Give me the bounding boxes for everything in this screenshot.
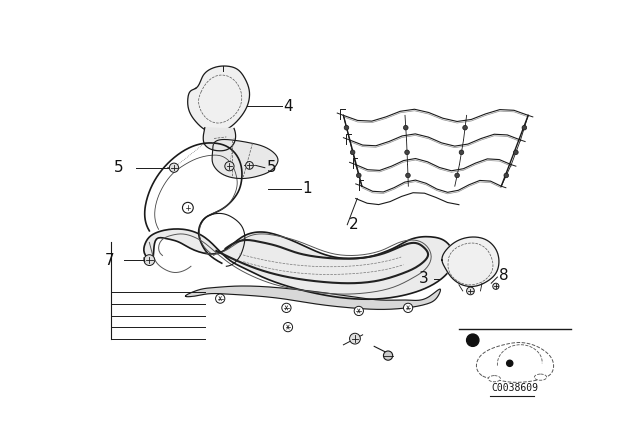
Ellipse shape	[534, 374, 547, 380]
Circle shape	[216, 294, 225, 303]
Circle shape	[284, 323, 292, 332]
Circle shape	[467, 334, 479, 346]
Circle shape	[504, 173, 509, 178]
Circle shape	[459, 150, 464, 155]
Text: 4: 4	[284, 99, 293, 114]
Circle shape	[356, 173, 361, 178]
Circle shape	[513, 150, 518, 155]
Circle shape	[406, 173, 410, 178]
Polygon shape	[186, 286, 440, 310]
Circle shape	[144, 255, 155, 266]
Polygon shape	[442, 237, 499, 286]
Circle shape	[354, 306, 364, 315]
Polygon shape	[476, 343, 554, 382]
Circle shape	[467, 287, 474, 295]
Text: 5: 5	[266, 160, 276, 175]
Circle shape	[350, 150, 355, 155]
Text: 7: 7	[104, 253, 114, 267]
Circle shape	[282, 303, 291, 313]
Circle shape	[170, 163, 179, 172]
Circle shape	[403, 125, 408, 130]
Text: C0038609: C0038609	[492, 383, 538, 393]
Ellipse shape	[488, 375, 500, 382]
Text: 8: 8	[499, 268, 509, 283]
Circle shape	[493, 283, 499, 289]
Text: 5: 5	[115, 160, 124, 175]
Circle shape	[182, 202, 193, 213]
Circle shape	[403, 303, 413, 313]
Circle shape	[225, 162, 234, 171]
Circle shape	[522, 125, 527, 130]
Text: 3: 3	[419, 271, 428, 286]
Circle shape	[455, 173, 460, 178]
Polygon shape	[188, 66, 250, 133]
Circle shape	[404, 150, 410, 155]
Circle shape	[463, 125, 467, 130]
Circle shape	[349, 333, 360, 344]
Text: 1: 1	[303, 181, 312, 196]
Polygon shape	[212, 139, 278, 179]
Circle shape	[507, 360, 513, 366]
Text: 2: 2	[349, 217, 358, 232]
Polygon shape	[205, 128, 234, 151]
Polygon shape	[144, 229, 454, 299]
Circle shape	[383, 351, 393, 360]
Circle shape	[344, 125, 349, 130]
Circle shape	[246, 162, 253, 169]
